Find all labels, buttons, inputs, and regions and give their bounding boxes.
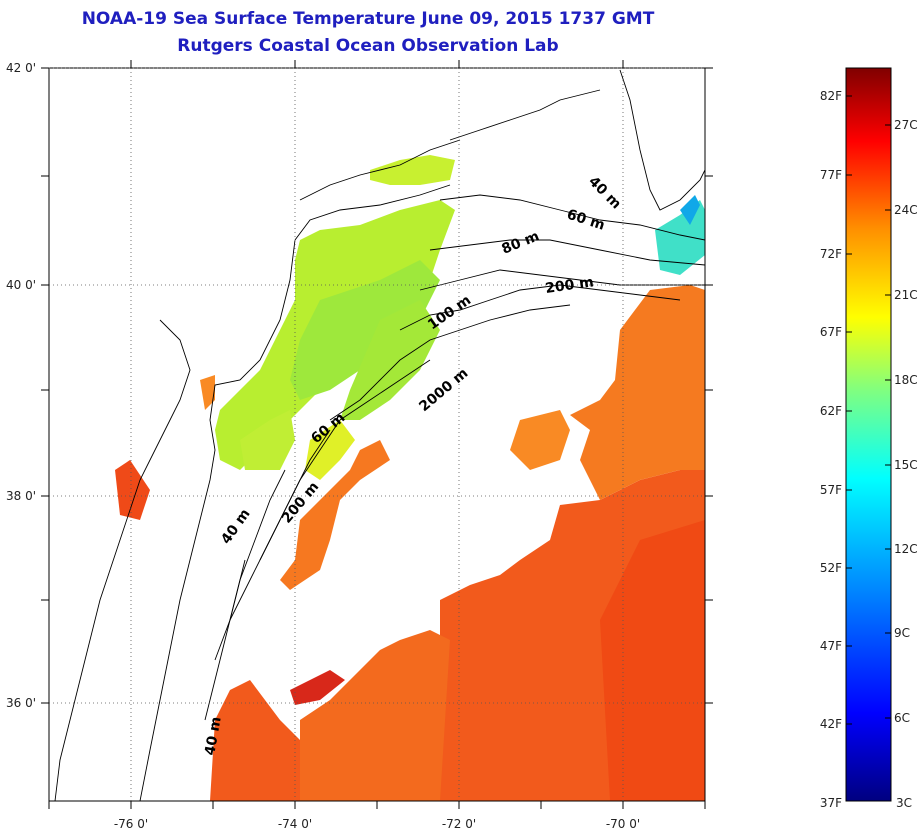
- colorbar-fahrenheit-labels: 82F 77F 72F 67F 62F 57F 52F 47F 42F 37F: [820, 89, 842, 810]
- colorbar-celsius-labels: 27C 24C 21C 18C 15C 12C 9C 6C 3C: [894, 118, 918, 810]
- contour-label: 40 m: [218, 506, 253, 547]
- lon-label: -76 0': [114, 817, 148, 831]
- latitude-labels: 42 0' 40 0' 38 0' 36 0': [6, 61, 36, 710]
- contour-label: 200 m: [544, 274, 594, 297]
- colorbar-f-label: 42F: [820, 717, 842, 731]
- colorbar-f-label: 82F: [820, 89, 842, 103]
- lon-label: -74 0': [278, 817, 312, 831]
- contour-label: 2000 m: [416, 365, 471, 415]
- sst-data-layer: [115, 155, 705, 801]
- contour-label: 40 m: [202, 716, 225, 757]
- colorbar-f-label: 47F: [820, 639, 842, 653]
- colorbar-c-label: 3C: [896, 796, 912, 810]
- map-subtitle: Rutgers Coastal Ocean Observation Lab: [177, 36, 559, 56]
- colorbar-c-label: 12C: [894, 542, 918, 556]
- axis-ticks: [41, 60, 713, 809]
- colorbar: [845, 67, 892, 802]
- colorbar-c-label: 18C: [894, 373, 918, 387]
- colorbar-ticks: [846, 95, 891, 725]
- colorbar-f-label: 62F: [820, 404, 842, 418]
- colorbar-f-label: 77F: [820, 168, 842, 182]
- graticule: [49, 67, 705, 801]
- contour-label: 40 m: [585, 174, 624, 213]
- colorbar-f-label: 57F: [820, 483, 842, 497]
- lat-label: 36 0': [6, 696, 36, 710]
- lon-label: -70 0': [606, 817, 640, 831]
- contour-label: 60 m: [565, 207, 607, 234]
- colorbar-f-label: 72F: [820, 247, 842, 261]
- lat-label: 42 0': [6, 61, 36, 75]
- colorbar-c-label: 9C: [894, 626, 910, 640]
- colorbar-f-label: 52F: [820, 561, 842, 575]
- lon-label: -72 0': [442, 817, 476, 831]
- colorbar-c-label: 6C: [894, 711, 910, 725]
- lat-label: 40 0': [6, 278, 36, 292]
- coastline-contours: [54, 69, 705, 801]
- colorbar-f-label: 37F: [820, 796, 842, 810]
- map-title: NOAA-19 Sea Surface Temperature June 09,…: [81, 9, 655, 29]
- colorbar-c-label: 21C: [894, 288, 918, 302]
- colorbar-c-label: 24C: [894, 203, 918, 217]
- colorbar-c-label: 15C: [894, 458, 918, 472]
- contour-label: 80 m: [500, 228, 542, 257]
- contour-label: 100 m: [425, 292, 474, 333]
- colorbar-f-label: 67F: [820, 325, 842, 339]
- colorbar-c-label: 27C: [894, 118, 918, 132]
- longitude-labels: -76 0' -74 0' -72 0' -70 0': [114, 817, 640, 831]
- lat-label: 38 0': [6, 489, 36, 503]
